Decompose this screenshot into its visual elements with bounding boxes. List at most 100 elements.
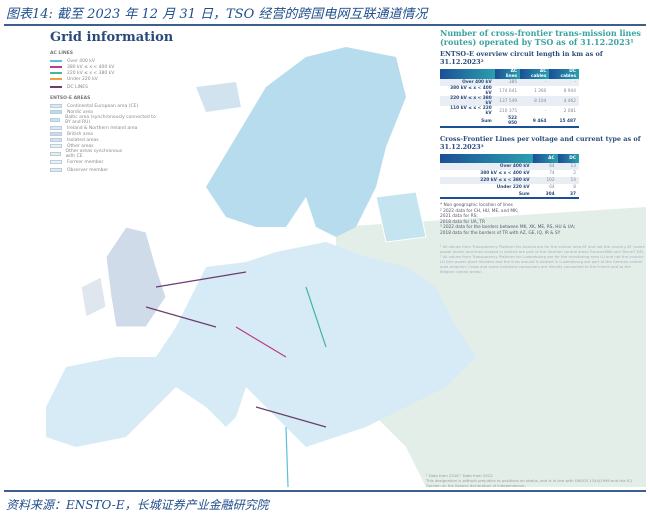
- table-cell: 380 kV ≤ x < 400 kV: [450, 86, 492, 96]
- note-line: ² 2022 data for CH, HU, ME, and MK;: [440, 208, 519, 214]
- column-header: [440, 69, 495, 79]
- table-cell: 137 549: [494, 96, 521, 106]
- legend-item: Ireland & Northern Ireland area: [50, 125, 160, 131]
- legend-label: Other areas synchronous with CE: [65, 149, 123, 159]
- legend-label: Nordic area: [67, 109, 93, 115]
- column-header: AC cables: [520, 69, 550, 79]
- table-cell: Over 400 kV: [440, 79, 495, 86]
- nordic-land: [206, 47, 406, 237]
- column-header: AC lines: [494, 69, 521, 79]
- note-line: 2021 data for RS;: [440, 214, 478, 219]
- legend-item: British area: [50, 131, 160, 137]
- iceland-land: [196, 82, 241, 112]
- title-rule: [4, 24, 646, 26]
- legend-label: Over 400 kV: [67, 58, 95, 64]
- ac-lines-heading: AC LINES: [50, 51, 73, 56]
- table-cell: 15 487: [549, 116, 579, 128]
- table-row: Sum 304 37: [440, 191, 579, 199]
- legend-item: 220 kV ≤ x < 380 kV: [50, 70, 160, 76]
- legend-item: Baltic area (synchronously connected to …: [50, 115, 160, 125]
- column-header: AC: [532, 154, 558, 163]
- table-cell: 110 kV ≤ x < 220 kV: [450, 106, 492, 116]
- legend-label: Isolated areas: [67, 137, 99, 143]
- legend-item: 380 kV ≤ x < 400 kV: [50, 64, 160, 70]
- table-cell: 210 375: [499, 108, 518, 114]
- table-row: Sum 522 950 9 464 15 487: [440, 116, 579, 128]
- table-cell: 174 641: [499, 88, 518, 94]
- continental-europe-land: [46, 242, 476, 447]
- british-isles-land: [105, 226, 167, 328]
- note-line: 2018 data for UA, TR: [440, 219, 486, 225]
- table-cell: Sum: [440, 116, 495, 128]
- legend-item: Former member: [50, 159, 160, 165]
- note-line: 2018 data for the borders of TR with AZ,…: [440, 230, 561, 236]
- table-cell: 8 944: [563, 88, 576, 94]
- note-line: * Non geographic location of lines: [440, 203, 513, 208]
- legend-item: Isolated areas: [50, 137, 160, 143]
- panel-heading: Number of cross-frontier trans-mission l…: [440, 28, 641, 47]
- table-row: 380 kV ≤ x < 400 kV 74 2: [440, 170, 579, 177]
- legend-item: DC LINES: [50, 84, 160, 90]
- table-cell: 304: [532, 191, 558, 199]
- legend-item: Over 400 kV: [50, 58, 160, 64]
- cross-table-title: Cross-Frontier Lines per voltage and cur…: [440, 135, 641, 151]
- table-cell: 220 kV ≤ x < 380 kV: [440, 96, 495, 106]
- areas-heading: ENTSO-E AREAS: [50, 96, 91, 101]
- table-cell: 1 360: [534, 88, 547, 94]
- table-notes: * Non geographic location of lines ² 2022…: [440, 203, 645, 236]
- table-cell: Sum: [440, 191, 533, 199]
- map-legend: AC LINES Over 400 kV 380 kV ≤ x < 400 kV…: [50, 49, 160, 175]
- table-row: Over 400 kV 64 13: [440, 163, 579, 170]
- table-cell: -: [520, 79, 550, 86]
- legend-label: British area: [67, 131, 93, 137]
- legend-item: Nordic area: [50, 109, 160, 115]
- table-cell: -: [544, 108, 547, 114]
- table-cell: 37: [557, 191, 579, 199]
- table-row: Over 400 kV 385- -: [440, 79, 579, 86]
- column-header: [440, 154, 533, 163]
- table-row: 220 kV ≤ x < 380 kV 137 549 8 104 4 462: [440, 96, 579, 106]
- legend-label: 380 kV ≤ x < 400 kV: [67, 64, 115, 70]
- cross-frontier-table: AC DC Over 400 kV 64 13 380 kV ≤ x < 400 kV 74…: [440, 154, 579, 199]
- legend-label: Former member: [67, 159, 104, 165]
- table-cell: 522 950: [494, 116, 521, 128]
- table-cell: 8: [573, 185, 576, 190]
- legend-label: Continental European area (CE): [67, 103, 139, 109]
- table-cell: Under 220 kV: [496, 185, 530, 190]
- interconnection-lines: [145, 271, 327, 487]
- legend-label: DC LINES: [67, 84, 88, 90]
- legend-label: Baltic area (synchronously connected to …: [65, 115, 156, 125]
- map-footnote: ¹ Data from 2018 ² Data from 2022 This d…: [426, 473, 646, 487]
- table-cell: 102: [532, 177, 558, 184]
- europe-map: [46, 47, 646, 487]
- table-cell: 13: [557, 163, 579, 170]
- table-cell: 385: [494, 79, 521, 86]
- source-caption: 资料来源：ENSTO-E，长城证券产业金融研究院: [6, 498, 269, 512]
- legend-label: Under 220 kV: [67, 76, 98, 82]
- table-cell: 380 kV ≤ x < 400 kV: [480, 171, 530, 176]
- footnote-line: ¹ Data from 2018 ² Data from 2022: [426, 473, 493, 478]
- table-cell: 64: [549, 185, 555, 190]
- circuit-length-table: AC lines AC cables DC cables Over 400 kV 385…: [440, 69, 579, 128]
- figure-title: 图表14: 截至 2023 年 12 月 31 日，TSO 经营的跨国电网互联通…: [6, 7, 428, 22]
- faded-note: ¹ All values from Transparency Platform …: [440, 244, 645, 254]
- table-cell: 64: [532, 163, 558, 170]
- table-cell: 2: [573, 171, 576, 176]
- table-cell: 9 464: [520, 116, 550, 128]
- table-cell: Over 400 kV: [440, 163, 533, 170]
- table-row: 220 kV ≤ x < 380 kV 102 14: [440, 177, 579, 184]
- table-row: Under 220 kV 64 8: [440, 184, 579, 191]
- source-rule: [4, 490, 646, 492]
- table-row: 380 kV ≤ x < 400 kV 174 641 1 360 8 944: [440, 86, 579, 96]
- map-title: Grid information: [50, 30, 174, 45]
- legend-item: Observer member: [50, 165, 110, 175]
- note-line: ³ 2022 data for the borders between MK, …: [440, 225, 576, 230]
- ireland-land: [80, 276, 107, 318]
- table-cell: 8 104: [520, 96, 550, 106]
- table-cell: -: [549, 79, 579, 86]
- faded-note: ² All values from Transparency Platform …: [440, 254, 644, 274]
- table-cell: 74: [549, 171, 555, 176]
- table-cell: 14: [557, 177, 579, 184]
- table-cell: 2 081: [563, 108, 576, 114]
- table-row: 110 kV ≤ x < 220 kV 210 375 - 2 081: [440, 106, 579, 116]
